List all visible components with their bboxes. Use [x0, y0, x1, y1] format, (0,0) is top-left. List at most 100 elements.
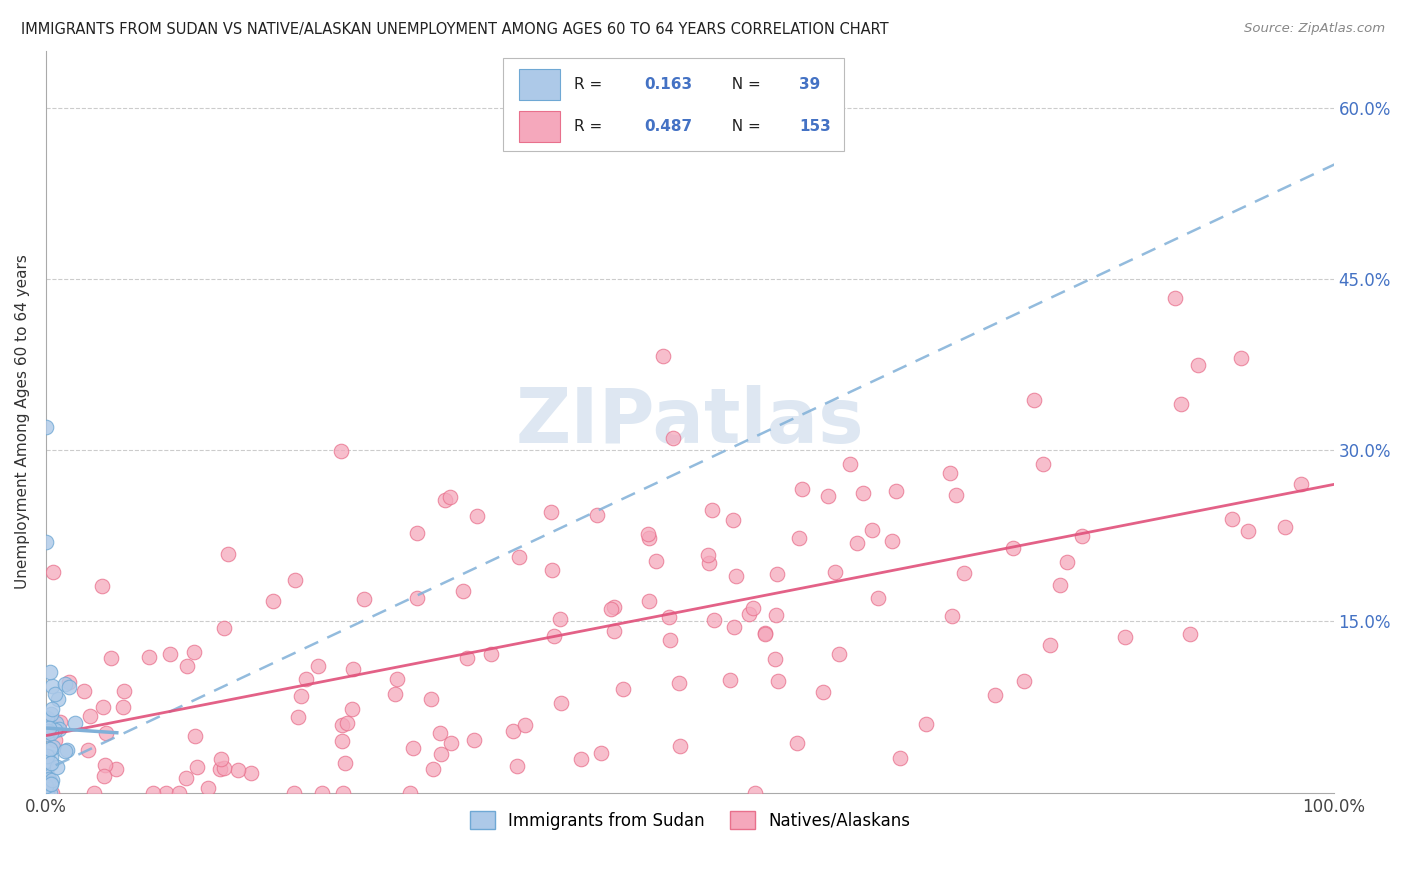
Point	[41, 707, 63, 722]
Point	[169, 786, 191, 800]
Point	[46, 691, 69, 706]
Point	[724, 569, 747, 583]
Point	[884, 484, 907, 499]
Point	[889, 751, 911, 765]
Point	[945, 488, 967, 502]
Point	[508, 550, 530, 565]
Point	[505, 759, 527, 773]
Text: ZIPatlas: ZIPatlas	[516, 384, 865, 458]
Point	[637, 531, 659, 545]
Point	[287, 710, 309, 724]
Point	[638, 594, 661, 608]
Point	[37, 786, 59, 800]
Point	[41, 679, 63, 693]
Point	[718, 673, 741, 688]
Point	[406, 591, 429, 605]
Point	[811, 685, 834, 699]
Point	[586, 508, 609, 523]
Point	[754, 627, 776, 641]
Point	[766, 566, 789, 581]
Point	[176, 771, 198, 785]
Point	[335, 756, 357, 770]
Point	[463, 733, 485, 747]
Point	[440, 736, 463, 750]
Point	[44, 723, 66, 737]
Point	[38, 786, 60, 800]
Point	[35, 711, 58, 725]
Point	[399, 786, 422, 800]
Text: 153: 153	[799, 119, 831, 134]
Text: 39: 39	[799, 78, 821, 92]
Point	[406, 526, 429, 541]
Point	[792, 482, 814, 496]
Point	[111, 700, 134, 714]
Point	[659, 633, 682, 648]
Point	[439, 491, 461, 505]
Point	[332, 718, 354, 732]
Point	[723, 620, 745, 634]
Point	[155, 786, 177, 800]
Point	[91, 699, 114, 714]
Point	[42, 739, 65, 754]
Point	[39, 719, 62, 733]
Point	[741, 600, 763, 615]
Point	[824, 566, 846, 580]
Point	[699, 556, 721, 570]
Text: Source: ZipAtlas.com: Source: ZipAtlas.com	[1244, 22, 1385, 36]
Text: R =: R =	[574, 119, 607, 134]
Point	[197, 780, 219, 795]
Point	[700, 503, 723, 517]
Point	[58, 674, 80, 689]
Point	[786, 736, 808, 750]
Point	[915, 717, 938, 731]
Point	[839, 457, 862, 471]
Point	[1071, 529, 1094, 543]
Point	[353, 592, 375, 607]
Point	[738, 607, 761, 622]
Point	[651, 349, 673, 363]
Point	[763, 652, 786, 666]
Point	[422, 762, 444, 776]
Point	[860, 524, 883, 538]
Point	[79, 709, 101, 723]
Point	[766, 674, 789, 689]
Point	[37, 724, 59, 739]
Point	[38, 772, 60, 787]
Point	[336, 715, 359, 730]
Text: IMMIGRANTS FROM SUDAN VS NATIVE/ALASKAN UNEMPLOYMENT AMONG AGES 60 TO 64 YEARS C: IMMIGRANTS FROM SUDAN VS NATIVE/ALASKAN …	[21, 22, 889, 37]
Text: R =: R =	[574, 78, 607, 92]
Point	[240, 766, 263, 780]
Bar	[519, 70, 560, 101]
Text: 0.487: 0.487	[645, 119, 693, 134]
Point	[142, 786, 165, 800]
Point	[159, 647, 181, 661]
Point	[45, 715, 67, 730]
Point	[402, 741, 425, 756]
Point	[42, 565, 65, 579]
Point	[434, 493, 457, 508]
Bar	[519, 111, 560, 142]
Point	[311, 786, 333, 800]
Point	[217, 547, 239, 561]
Point	[1180, 627, 1202, 641]
Point	[1229, 351, 1251, 366]
Point	[941, 609, 963, 624]
Point	[262, 594, 284, 608]
Point	[183, 645, 205, 659]
Point	[41, 786, 63, 800]
Point	[851, 486, 873, 500]
Point	[35, 768, 58, 782]
Point	[465, 508, 488, 523]
Point	[845, 535, 868, 549]
Point	[58, 680, 80, 694]
Point	[1002, 541, 1025, 555]
Point	[1049, 578, 1071, 592]
Point	[38, 665, 60, 679]
Point	[48, 722, 70, 736]
Point	[214, 761, 236, 775]
Point	[548, 612, 571, 626]
Point	[703, 613, 725, 627]
Text: N =: N =	[723, 119, 766, 134]
Point	[226, 763, 249, 777]
Point	[645, 554, 668, 568]
